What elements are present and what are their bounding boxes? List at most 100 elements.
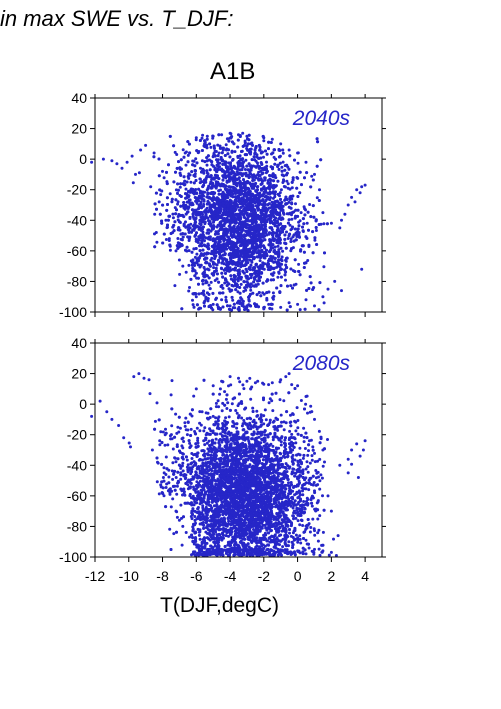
scatter-point (253, 174, 257, 178)
scatter-point (321, 295, 325, 299)
scatter-point (167, 214, 171, 218)
scatter-point (197, 235, 201, 239)
scatter-point (168, 134, 172, 138)
scatter-point (228, 222, 232, 226)
scatter-point (294, 238, 298, 242)
scatter-point (251, 291, 255, 295)
scatter-point (305, 288, 309, 292)
scatter-point (218, 227, 222, 231)
scatter-point (309, 215, 313, 219)
scatter-point (220, 133, 224, 137)
scatter-point (171, 225, 175, 229)
scatter-point (346, 203, 350, 207)
scatter-point (231, 278, 235, 282)
scatter-point (199, 227, 202, 231)
scatter-point (221, 291, 225, 295)
y-tick-label: 0 (79, 151, 87, 167)
scatter-point (194, 199, 198, 203)
scatter-point (238, 198, 242, 202)
scatter-point (188, 286, 191, 289)
scatter-point (216, 176, 220, 180)
scatter-point (363, 183, 367, 187)
scatter-point (271, 243, 275, 247)
scatter-point (308, 275, 312, 279)
scatter-point (311, 251, 315, 255)
y-tick-label: -80 (67, 273, 87, 289)
scatter-point (194, 216, 198, 220)
scatter-point (222, 205, 226, 208)
scatter-point (251, 174, 255, 178)
scatter-point (340, 289, 343, 293)
scatter-point (269, 226, 272, 230)
scatter-point (220, 267, 224, 271)
scatter-point (240, 261, 244, 265)
scatter-point (167, 237, 171, 241)
scatter-point (193, 196, 197, 199)
scatter-point (174, 249, 178, 253)
scatter-point (245, 211, 249, 215)
scatter-point (249, 200, 253, 204)
scatter-point (220, 298, 224, 302)
scatter-point (240, 243, 244, 247)
scatter-point (223, 281, 227, 285)
scatter-point (253, 148, 257, 152)
scatter-point (185, 245, 189, 249)
scatter-point (289, 267, 293, 271)
scatter-point (110, 159, 114, 163)
scatter-point (285, 198, 289, 201)
scatter-point (267, 186, 270, 190)
scatter-point (298, 235, 301, 239)
scatter-point (257, 193, 261, 197)
scatter-point (188, 216, 192, 219)
scatter-point (227, 185, 231, 189)
scatter-point (199, 252, 203, 256)
scatter-point (202, 183, 206, 187)
scatter-point (247, 176, 251, 179)
scatter-point (243, 168, 247, 171)
scatter-point (260, 172, 264, 176)
scatter-point (200, 239, 204, 243)
scatter-point (206, 172, 210, 176)
scatter-point (238, 208, 241, 212)
scatter-point (293, 227, 297, 231)
scatter-point (220, 409, 224, 413)
scatter-point (279, 284, 283, 288)
scatter-point (155, 240, 159, 244)
scatter-point (274, 157, 278, 161)
scatter-point (321, 211, 325, 215)
scatter-point (222, 175, 226, 179)
scatter-point (263, 166, 267, 170)
scatter-point (229, 167, 233, 171)
scatter-point (239, 249, 243, 253)
scatter-point (212, 224, 216, 228)
scatter-point (164, 218, 168, 222)
scatter-point (283, 185, 287, 189)
scatter-point (228, 237, 231, 241)
scatter-point (275, 286, 279, 290)
y-tick-label: -60 (67, 243, 87, 259)
scatter-point (216, 167, 220, 171)
scatter-point (137, 171, 141, 175)
scatter-point (155, 207, 158, 211)
scatter-point (260, 188, 263, 192)
scatter-point (298, 273, 302, 277)
scatter-point (244, 206, 248, 210)
scatter-point (302, 250, 306, 254)
scatter-point (233, 268, 237, 272)
scatter-point (279, 267, 283, 271)
scatter-point (305, 171, 309, 175)
scatter-point (273, 148, 276, 152)
scatter-point (251, 204, 255, 208)
scatter-point (230, 283, 234, 287)
scatter-point (187, 172, 191, 176)
scatter-point (255, 233, 259, 237)
scatter-point (303, 213, 307, 217)
scatter-point (234, 245, 238, 249)
scatter-point (270, 137, 274, 141)
scatter-point (199, 263, 203, 267)
scatter-point (243, 141, 247, 145)
scatter-point (243, 308, 247, 311)
scatter-point (247, 298, 251, 302)
scatter-point (184, 187, 188, 191)
scatter-point (245, 144, 249, 148)
